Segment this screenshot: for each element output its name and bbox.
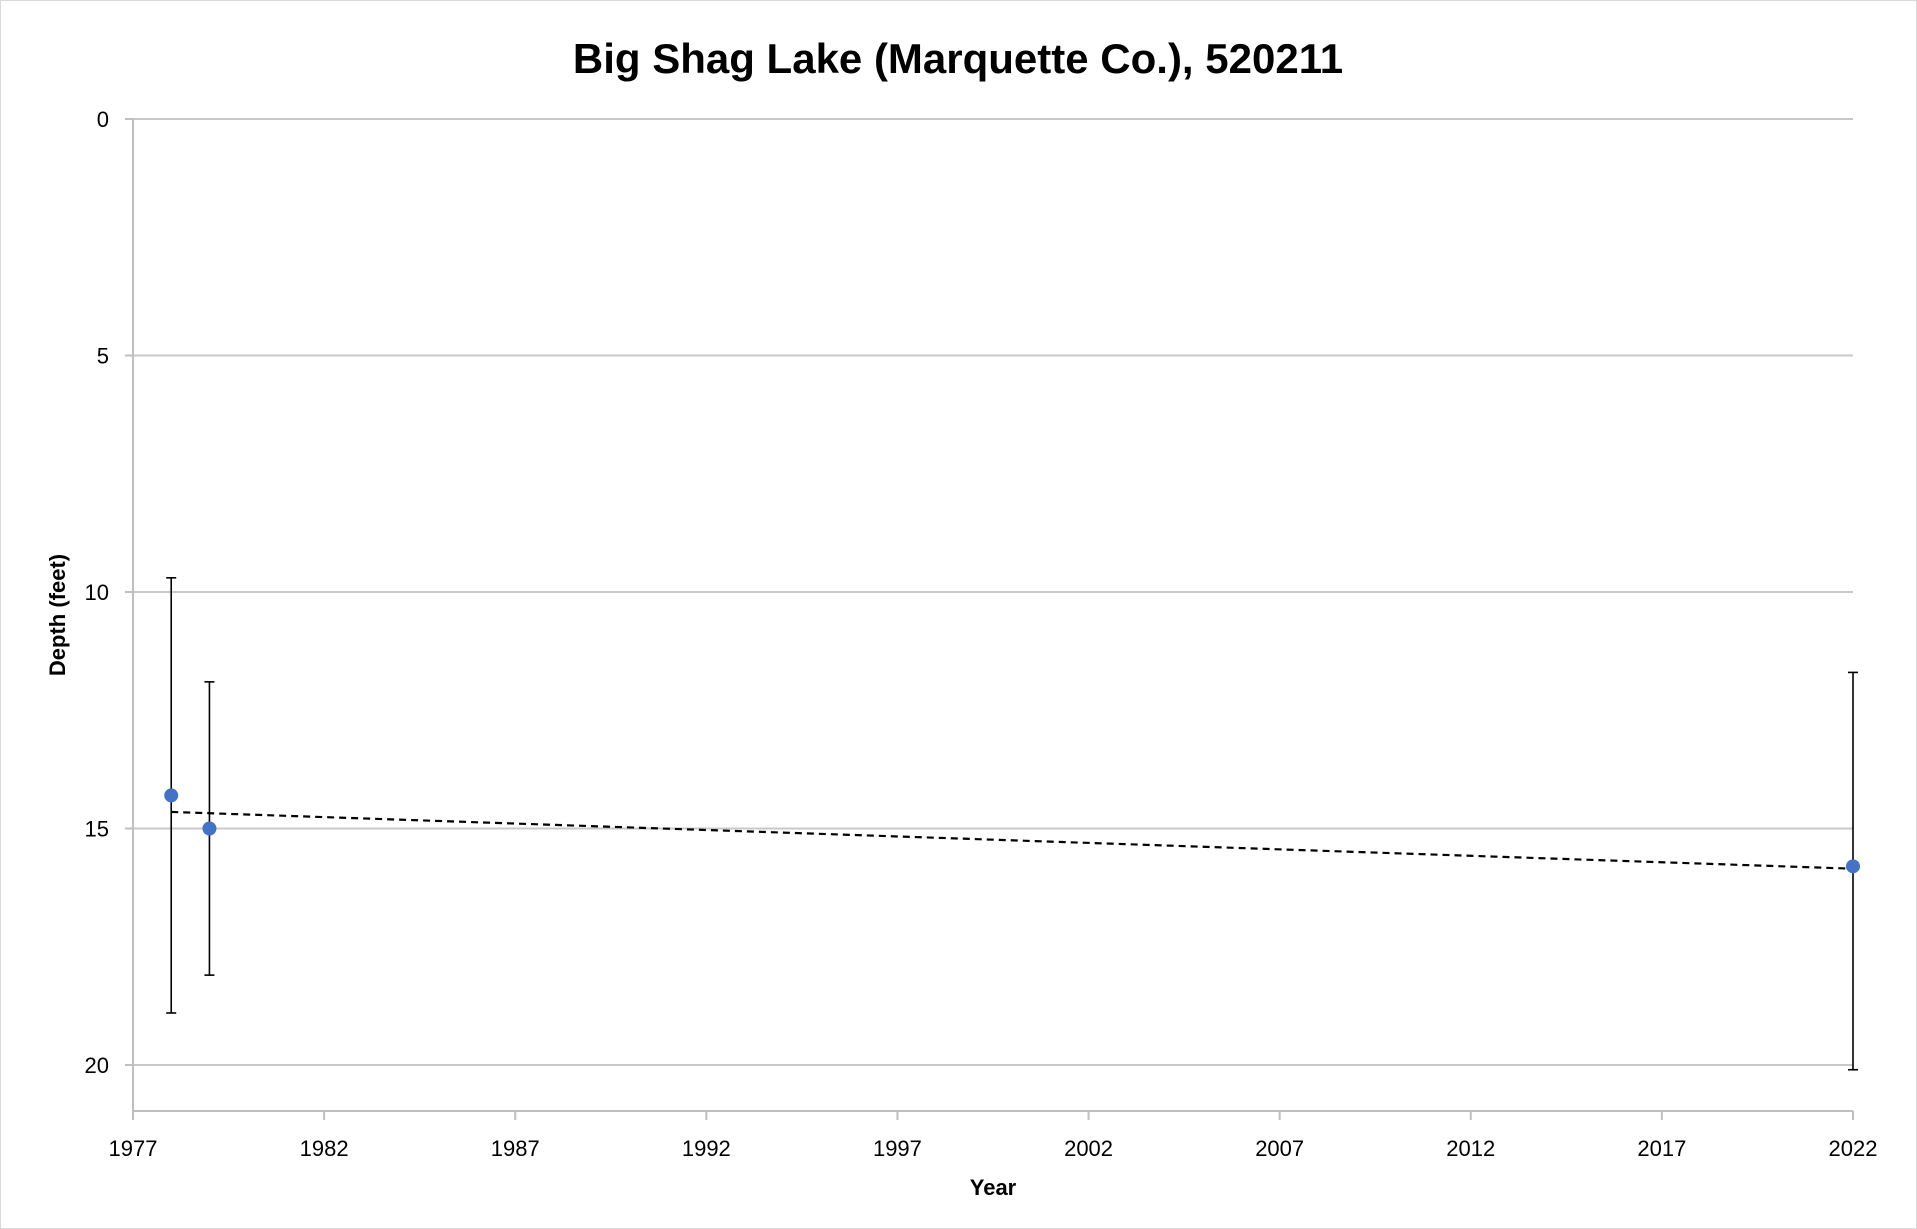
y-tick-label: 10 xyxy=(85,580,109,605)
data-point-2022 xyxy=(1846,859,1860,874)
x-tick-label: 2007 xyxy=(1255,1136,1304,1161)
y-axis-title: Depth (feet) xyxy=(45,554,70,676)
data-points xyxy=(164,788,1860,874)
x-axis-title: Year xyxy=(970,1175,1017,1200)
x-tick-label: 1982 xyxy=(300,1136,349,1161)
x-tick-label: 1977 xyxy=(109,1136,158,1161)
trendline xyxy=(171,810,1854,870)
trendline-group xyxy=(171,810,1854,870)
x-ticks: 1977 1982 1987 1992 1997 2002 2007 2012 2017 2022 xyxy=(109,1111,1878,1161)
x-tick-label: 2017 xyxy=(1637,1136,1686,1161)
x-tick-label: 1987 xyxy=(491,1136,540,1161)
chart-title: Big Shag Lake (Marquette Co.), 520211 xyxy=(573,35,1343,82)
x-tick-label: 2012 xyxy=(1446,1136,1495,1161)
y-tick-label: 5 xyxy=(97,344,109,369)
y-tick-label: 0 xyxy=(97,107,109,132)
data-point-1978 xyxy=(164,788,179,803)
y-ticks: 0 5 10 15 20 xyxy=(85,107,133,1078)
x-tick-label: 2002 xyxy=(1064,1136,1113,1161)
x-tick-label: 2022 xyxy=(1829,1136,1878,1161)
y-tick-label: 15 xyxy=(85,817,109,842)
y-tick-label: 20 xyxy=(85,1053,109,1078)
x-tick-label: 1997 xyxy=(873,1136,922,1161)
x-tick-label: 1992 xyxy=(682,1136,731,1161)
axes xyxy=(132,119,1853,1112)
data-point-1979 xyxy=(202,821,217,836)
error-bars xyxy=(166,577,1858,1071)
gridlines xyxy=(133,118,1853,1066)
